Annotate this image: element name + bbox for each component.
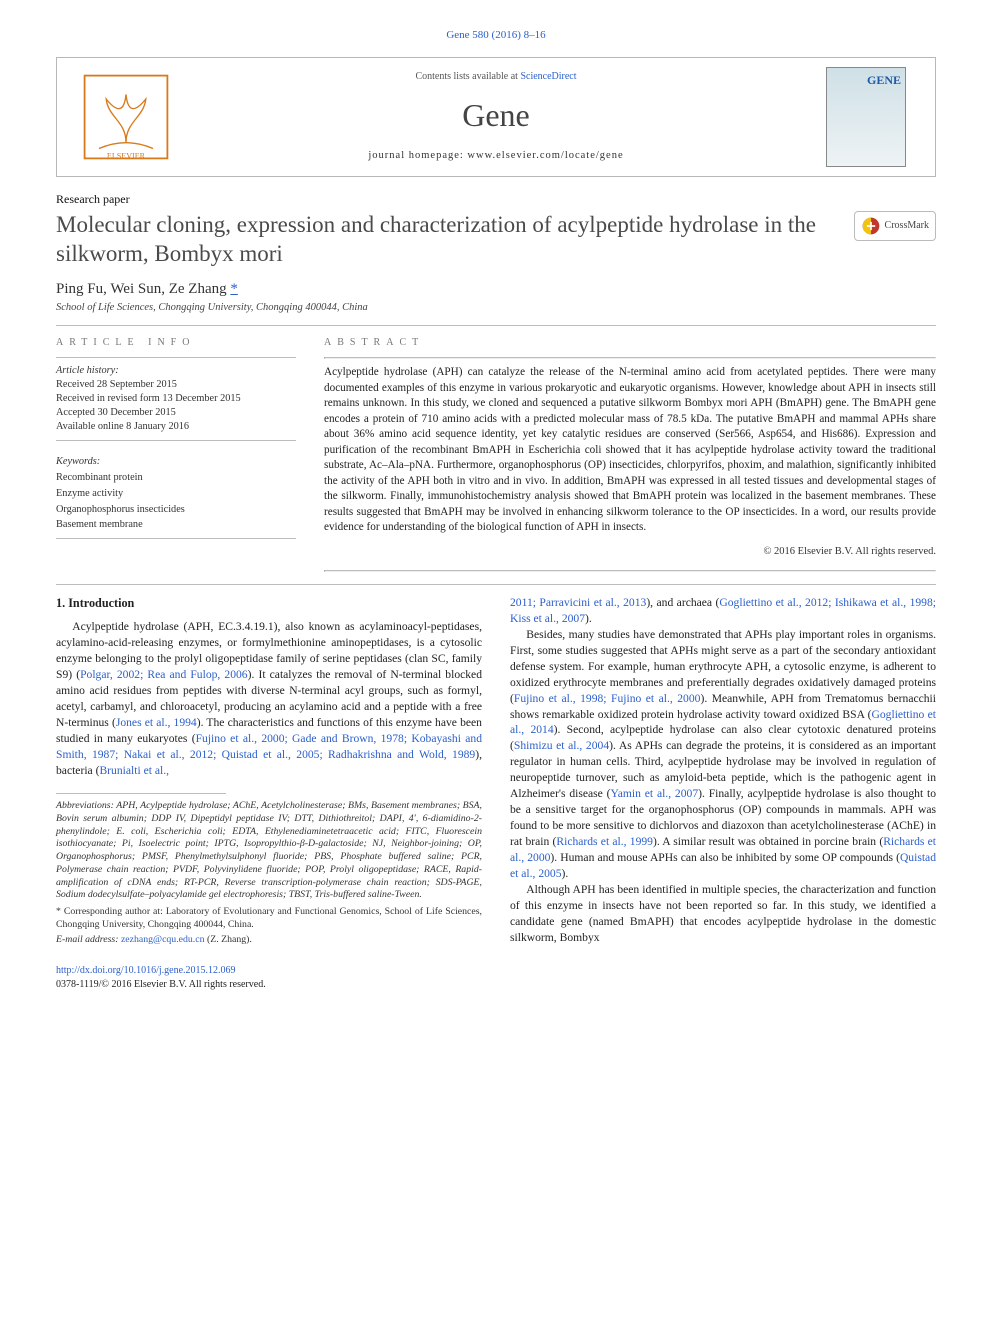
divider <box>324 570 936 572</box>
text: ). Human and mouse APHs can also be inhi… <box>550 851 900 864</box>
citation-link[interactable]: Polgar, 2002; Rea and Fulop, 2006 <box>80 668 248 681</box>
divider <box>56 325 936 326</box>
keyword: Enzyme activity <box>56 487 296 501</box>
header-citation: Gene 580 (2016) 8–16 <box>56 28 936 43</box>
email-label: E-mail address: <box>56 934 121 945</box>
history-online: Available online 8 January 2016 <box>56 420 296 434</box>
history-revised: Received in revised form 13 December 201… <box>56 392 296 406</box>
footnote-separator <box>56 793 226 794</box>
affiliation: School of Life Sciences, Chongqing Unive… <box>56 301 936 315</box>
citation-link[interactable]: Yamin et al., 2007 <box>611 787 699 800</box>
paragraph: Besides, many studies have demonstrated … <box>510 627 936 883</box>
history-label: Article history: <box>56 364 296 378</box>
text: Abbreviations: APH, Acylpeptide hydrolas… <box>56 800 482 900</box>
crossmark-icon <box>861 216 881 236</box>
doi-link[interactable]: http://dx.doi.org/10.1016/j.gene.2015.12… <box>56 965 236 976</box>
email-line: E-mail address: zezhang@cqu.edu.cn (Z. Z… <box>56 934 482 947</box>
divider <box>56 538 296 539</box>
keywords-label: Keywords: <box>56 455 296 469</box>
citation-link[interactable]: 2011; Parravicini et al., 2013 <box>510 596 646 609</box>
paragraph: Although APH has been identified in mult… <box>510 882 936 946</box>
divider <box>56 357 296 358</box>
paragraph: Acylpeptide hydrolase (APH, EC.3.4.19.1)… <box>56 619 482 779</box>
history-received: Received 28 September 2015 <box>56 378 296 392</box>
citation-link[interactable]: Jones et al., 1994 <box>116 716 197 729</box>
authors: Ping Fu, Wei Sun, Ze Zhang * <box>56 279 936 299</box>
abstract-head: abstract <box>324 336 936 350</box>
divider <box>324 357 936 359</box>
paragraph: 2011; Parravicini et al., 2013), and arc… <box>510 595 936 627</box>
section-heading: 1. Introduction <box>56 595 482 612</box>
keyword: Basement membrane <box>56 518 296 532</box>
paper-title-text: Molecular cloning, expression and charac… <box>56 212 816 266</box>
journal-homepage: journal homepage: www.elsevier.com/locat… <box>181 149 811 163</box>
publisher-logo: ELSEVIER <box>71 72 181 162</box>
citation-link[interactable]: Richards et al., 1999 <box>556 835 653 848</box>
divider <box>56 584 936 585</box>
svg-text:ELSEVIER: ELSEVIER <box>107 151 146 160</box>
citation-link[interactable]: Brunialti et al., <box>99 764 169 777</box>
issn-line: 0378-1119/© 2016 Elsevier B.V. All right… <box>56 979 266 990</box>
availability-prefix: Contents lists available at <box>415 71 520 82</box>
cover-title: GENE <box>867 72 901 88</box>
divider <box>56 440 296 441</box>
sciencedirect-link[interactable]: ScienceDirect <box>520 71 576 82</box>
email-link[interactable]: zezhang@cqu.edu.cn <box>121 934 205 945</box>
text: ). <box>562 867 569 880</box>
keyword: Recombinant protein <box>56 471 296 485</box>
crossmark-badge[interactable]: CrossMark <box>854 211 936 241</box>
article-info-head: article info <box>56 336 296 350</box>
availability-line: Contents lists available at ScienceDirec… <box>181 70 811 84</box>
text: ). A similar result was obtained in porc… <box>653 835 883 848</box>
abstract: abstract Acylpeptide hydrolase (APH) can… <box>324 336 936 572</box>
keyword: Organophosphorus insecticides <box>56 503 296 517</box>
citation-link[interactable]: Fujino et al., 1998; Fujino et al., 2000 <box>514 692 701 705</box>
author-list: Ping Fu, Wei Sun, Ze Zhang <box>56 281 230 297</box>
cover-thumbnail: GENE <box>826 67 906 167</box>
abbreviations: Abbreviations: APH, Acylpeptide hydrolas… <box>56 800 482 902</box>
corresponding-author: * Corresponding author at: Laboratory of… <box>56 906 482 931</box>
journal-banner: ELSEVIER Contents lists available at Sci… <box>56 57 936 177</box>
citation-link[interactable]: Shimizu et al., 2004 <box>514 739 609 752</box>
journal-name: Gene <box>181 94 811 137</box>
footnotes: Abbreviations: APH, Acylpeptide hydrolas… <box>56 800 482 946</box>
paper-type: Research paper <box>56 191 936 207</box>
banner-middle: Contents lists available at ScienceDirec… <box>181 70 811 163</box>
abstract-copyright: © 2016 Elsevier B.V. All rights reserved… <box>324 545 936 559</box>
page-footer: http://dx.doi.org/10.1016/j.gene.2015.12… <box>56 964 936 991</box>
text: ), and archaea ( <box>646 596 719 609</box>
text: Although APH has been identified in mult… <box>510 883 936 944</box>
article-info: article info Article history: Received 2… <box>56 336 296 572</box>
corresponding-mark[interactable]: * <box>230 281 238 297</box>
history-accepted: Accepted 30 December 2015 <box>56 406 296 420</box>
elsevier-tree-icon: ELSEVIER <box>81 72 171 162</box>
abstract-body: Acylpeptide hydrolase (APH) can catalyze… <box>324 365 936 535</box>
text: (Z. Zhang). <box>205 934 252 945</box>
crossmark-label: CrossMark <box>885 219 929 233</box>
doi-block: http://dx.doi.org/10.1016/j.gene.2015.12… <box>56 964 266 991</box>
paper-title: Molecular cloning, expression and charac… <box>56 211 842 269</box>
text: ). <box>585 612 592 625</box>
body-columns: 1. Introduction Acylpeptide hydrolase (A… <box>56 595 936 947</box>
journal-cover: GENE <box>811 67 921 167</box>
